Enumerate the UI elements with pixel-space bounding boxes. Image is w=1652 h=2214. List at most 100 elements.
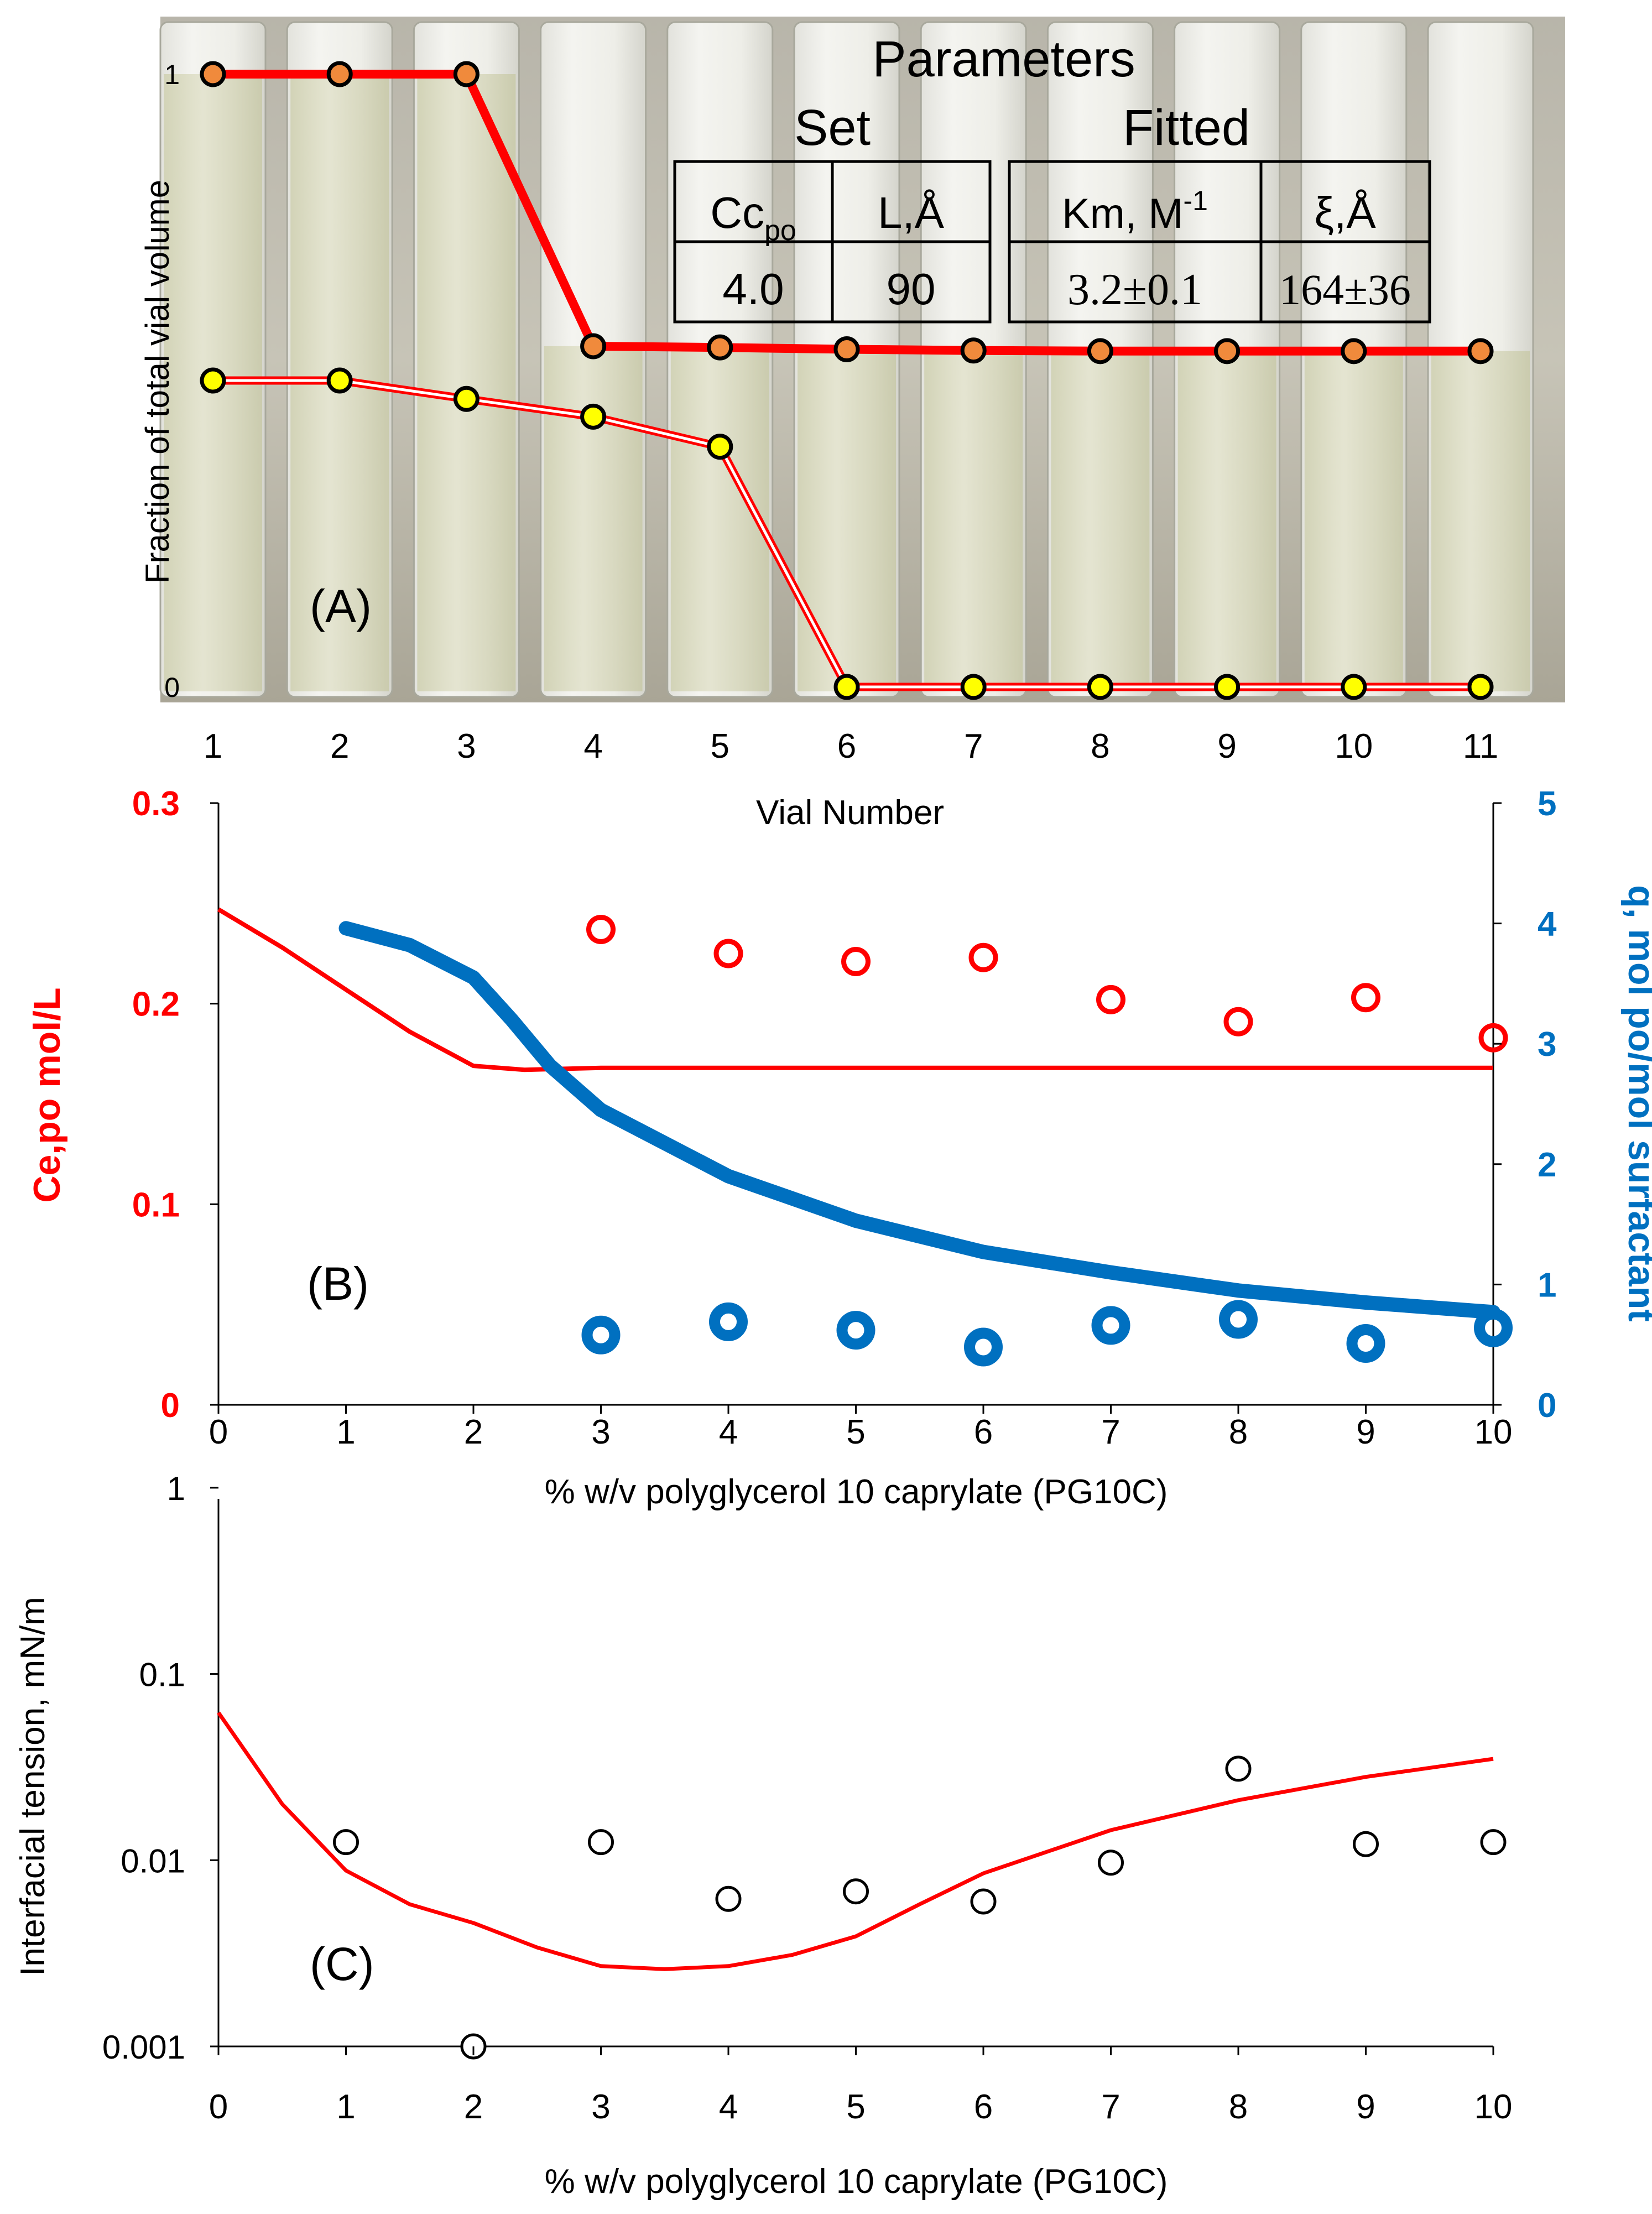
- q-data-point: [1346, 1324, 1385, 1363]
- panel-b-x-tick-label: 8: [1229, 1413, 1248, 1451]
- value-xi: 164±36: [1279, 265, 1411, 314]
- vial-liquid: [1304, 351, 1403, 691]
- panel-c-x-tick-label: 7: [1101, 2088, 1120, 2126]
- lower-interface-point: [580, 403, 607, 430]
- upper-interface-point: [1341, 338, 1367, 364]
- value-ccpo: 4.0: [722, 264, 784, 314]
- q-data-point: [964, 1327, 1003, 1367]
- panel-b-right-ticks: 0 1 2 3 4 5: [1493, 785, 1557, 1425]
- panel-a-x-tick-label: 4: [583, 727, 602, 765]
- panel-c-x-tick-label: 8: [1229, 2088, 1248, 2126]
- panel-c-y-tick-label: 1: [167, 1470, 185, 1507]
- panel-a-x-tick-label: 9: [1217, 727, 1236, 765]
- panel-b-right-tick-label: 3: [1538, 1025, 1556, 1064]
- panel-c-series: [217, 1711, 1507, 2060]
- lower-interface-point: [833, 674, 860, 700]
- ce-data-point: [1223, 1007, 1253, 1036]
- panel-b-x-tick-label: 0: [209, 1413, 228, 1451]
- panel-c-y-tick-label: 0.001: [102, 2029, 185, 2066]
- panel-b-x-tick-label: 3: [591, 1413, 610, 1451]
- panel-a-x-tick-label: 2: [330, 727, 349, 765]
- panel-b-x-tick-label: 5: [846, 1413, 865, 1451]
- panel-a-x-tick-label: 11: [1463, 727, 1498, 765]
- upper-interface-point: [1087, 338, 1113, 364]
- panel-b-x-tick-label: 2: [464, 1413, 483, 1451]
- q-data-point: [709, 1302, 748, 1341]
- panel-b-right-tick-label: 4: [1538, 905, 1557, 944]
- tension-data-point: [970, 1888, 997, 1915]
- tension-data-point: [715, 1885, 742, 1912]
- upper-interface-point: [326, 61, 353, 87]
- upper-interface-point: [453, 61, 480, 87]
- panel-a-xlabel: Vial Number: [756, 794, 944, 832]
- value-l: 90: [887, 264, 936, 314]
- panel-a: Parameters Set Fitted Ccpo L,Å Km, M-1 ξ…: [139, 17, 1565, 832]
- panel-b-x-ticks: 0 1 2 3 4 5 6 7 8 9 10: [209, 1405, 1512, 1451]
- upper-interface-point: [707, 334, 733, 361]
- q-data-point: [1474, 1308, 1513, 1347]
- panel-c-y-tick-label: 0.01: [121, 1842, 185, 1879]
- panel-b-left-ticks: 0 0.1 0.2 0.3: [132, 785, 218, 1425]
- panel-c-x-tick-label: 4: [719, 2088, 738, 2126]
- upper-interface-point: [1467, 338, 1494, 364]
- lower-interface-point: [1341, 674, 1367, 700]
- tension-data-point: [333, 1829, 359, 1856]
- ce-data-point: [1478, 1023, 1508, 1053]
- parameters-table: Parameters Set Fitted Ccpo L,Å Km, M-1 ξ…: [673, 31, 1431, 324]
- panel-b-left-tick-label: 0.3: [132, 785, 180, 823]
- panel-a-x-tick-label: 5: [711, 727, 729, 765]
- ce-data-point: [968, 942, 998, 972]
- vial-liquid: [544, 346, 643, 691]
- panel-b-x-tick-label: 6: [974, 1413, 993, 1451]
- value-km: 3.2±0.1: [1067, 265, 1202, 314]
- upper-interface-point: [833, 336, 860, 362]
- q-data-point: [581, 1315, 621, 1355]
- panel-c-x-ticks: 0 1 2 3 4 5 6 7 8 9 10: [209, 2046, 1513, 2126]
- vial-liquid: [1177, 351, 1276, 691]
- panel-c-y-tick-label: 0.1: [139, 1656, 185, 1694]
- panel-a-x-tick-label: 7: [964, 727, 983, 765]
- tension-data-point: [588, 1829, 614, 1856]
- panel-c-x-tick-label: 10: [1474, 2088, 1513, 2126]
- header-ccpo-main: Cc: [710, 188, 764, 237]
- panel-c-x-tick-label: 2: [464, 2088, 483, 2126]
- panel-c-x-tick-label: 3: [591, 2088, 610, 2126]
- panel-c-ylabel: Interfacial tension, mN/m: [14, 1597, 52, 1976]
- vial-liquid: [798, 349, 896, 691]
- header-l: L,Å: [878, 188, 945, 237]
- panel-b-x-tick-label: 9: [1356, 1413, 1375, 1451]
- panel-b-x-tick-label: 7: [1101, 1413, 1120, 1451]
- vial-liquid: [924, 350, 1023, 691]
- ce-data-point: [1096, 984, 1125, 1014]
- vial-liquid: [670, 347, 769, 691]
- tension-data-point: [1098, 1850, 1124, 1876]
- lower-interface-point: [707, 434, 733, 460]
- panel-a-y-tick-label: 1: [164, 59, 180, 90]
- set-header: Set: [794, 100, 871, 156]
- panel-a-ylabel: Fraction of total vial volume: [139, 180, 176, 584]
- lower-interface-point: [1467, 674, 1494, 700]
- panel-b-label: (B): [307, 1258, 369, 1310]
- tension-data-point: [843, 1878, 869, 1905]
- header-xi: ξ,Å: [1314, 188, 1376, 237]
- panel-a-y-tick-label: 0: [164, 672, 180, 703]
- panel-b-right-tick-label: 2: [1538, 1146, 1556, 1184]
- lower-interface-point: [200, 367, 226, 394]
- panel-b-right-tick-label: 1: [1538, 1266, 1556, 1304]
- panel-b-right-tick-label: 0: [1538, 1387, 1556, 1425]
- panel-c-x-tick-label: 5: [846, 2088, 865, 2126]
- header-ccpo: Ccpo: [710, 188, 796, 247]
- vial-liquid: [417, 74, 516, 691]
- lower-interface-point: [326, 367, 353, 394]
- panel-b-series: [217, 907, 1513, 1367]
- panel-c-x-tick-label: 1: [336, 2088, 355, 2126]
- ce-data-point: [1351, 983, 1380, 1013]
- panel-c-label: (C): [310, 1938, 374, 1990]
- panel-b-xlabel: % w/v polyglycerol 10 caprylate (PG10C): [545, 1473, 1168, 1511]
- header-km: Km, M-1: [1062, 185, 1208, 237]
- panel-b-x-tick-label: 4: [719, 1413, 738, 1451]
- q-data-point: [1219, 1300, 1258, 1339]
- upper-interface-point: [960, 337, 987, 364]
